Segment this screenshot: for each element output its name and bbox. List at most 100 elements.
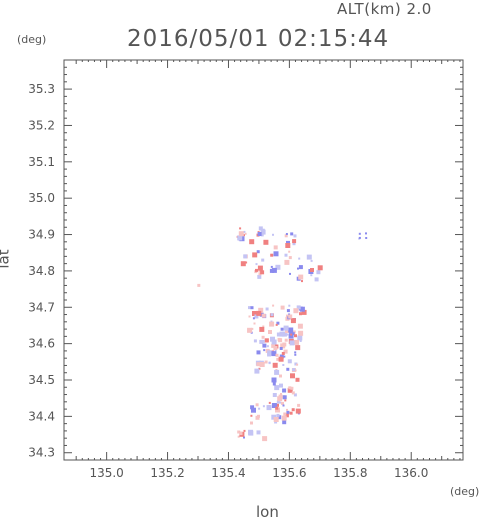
data-cell: [252, 311, 257, 316]
data-cell: [250, 405, 255, 410]
altitude-label: ALT(km) 2.0: [337, 0, 432, 18]
y-tick-label: 34.3: [28, 446, 55, 460]
data-cell: [284, 234, 288, 238]
data-cell: [273, 417, 279, 422]
axis-ticks: 135.0 135.2 135.4 135.6 135.8 136.0 34.3 34.4 34…: [28, 60, 463, 480]
data-cell: [259, 362, 265, 367]
data-cell: [272, 393, 277, 397]
data-cell: [296, 363, 299, 366]
data-cell: [310, 274, 313, 277]
data-cell: [267, 352, 272, 357]
data-cell: [261, 335, 265, 339]
data-cell: [297, 267, 299, 270]
data-cell: [288, 304, 291, 307]
data-cell: [251, 327, 254, 330]
data-cell: [260, 229, 266, 235]
data-cell: [281, 415, 287, 421]
data-cell: [251, 407, 256, 413]
data-cell: [262, 343, 267, 348]
data-cell: [248, 306, 251, 310]
data-cell: [237, 430, 241, 434]
data-cell: [243, 234, 245, 237]
data-cell: [284, 399, 287, 402]
data-cell: [279, 347, 283, 350]
data-cell: [290, 232, 294, 236]
data-cell: [250, 306, 254, 310]
data-cell: [263, 239, 269, 245]
data-cell: [294, 362, 298, 366]
x-tick-label: 135.4: [211, 466, 245, 480]
data-cell: [279, 331, 285, 337]
y-axis-unit: (deg): [17, 33, 47, 46]
data-cell: [259, 339, 264, 344]
data-cell: [273, 251, 279, 257]
data-cell: [283, 349, 288, 354]
data-cell: [279, 374, 282, 378]
data-cell: [266, 405, 272, 411]
data-cell: [243, 436, 245, 439]
data-cell: [248, 430, 254, 436]
data-cell: [272, 233, 274, 236]
data-cell: [273, 346, 278, 350]
data-cell: [271, 343, 276, 348]
data-cell: [261, 228, 265, 232]
y-tick-label: 35.3: [28, 82, 55, 96]
data-cell: [284, 259, 290, 265]
data-cell: [270, 265, 273, 268]
data-cell: [285, 233, 288, 235]
data-cell: [276, 321, 280, 325]
data-cell: [261, 339, 265, 343]
data-cell: [240, 261, 246, 267]
data-cell: [250, 414, 253, 417]
data-cell: [280, 393, 282, 395]
data-cell: [277, 337, 281, 341]
data-cell: [298, 265, 303, 270]
data-cell: [255, 263, 258, 266]
data-cell: [252, 252, 258, 258]
data-cell: [250, 421, 253, 425]
data-cell: [258, 272, 262, 276]
data-cell: [283, 355, 286, 358]
data-cell: [270, 336, 275, 342]
y-tick-label: 34.9: [28, 228, 55, 242]
data-cell: [288, 256, 292, 260]
data-cell: [287, 387, 293, 393]
y-tick-label: 35.0: [28, 191, 55, 205]
data-cell: [270, 313, 274, 317]
data-cell: [275, 353, 279, 357]
data-cell: [268, 401, 271, 404]
data-cell: [239, 227, 242, 230]
data-cell: [358, 236, 361, 239]
data-cell: [283, 325, 289, 331]
data-cell: [257, 265, 263, 271]
data-cell: [292, 239, 297, 244]
data-cell: [243, 254, 248, 259]
data-cell: [282, 395, 287, 400]
data-cells: [197, 226, 368, 442]
data-cell: [257, 274, 262, 279]
data-cell: [316, 270, 321, 275]
data-cell: [275, 264, 281, 270]
data-cell: [297, 323, 303, 329]
data-cell: [271, 267, 277, 273]
data-cell: [284, 413, 289, 418]
data-cell: [294, 334, 297, 338]
data-cell: [255, 268, 258, 272]
data-cell: [294, 369, 297, 372]
y-tick-label: 34.6: [28, 337, 55, 351]
data-cell: [258, 307, 264, 313]
data-cell: [265, 307, 269, 311]
data-cell: [276, 332, 281, 337]
data-cell: [276, 403, 279, 407]
x-tick-label: 136.0: [394, 466, 428, 480]
data-cell: [272, 362, 278, 368]
data-cell: [254, 368, 260, 374]
data-cell: [244, 232, 247, 235]
data-cell: [254, 314, 259, 319]
data-cell: [288, 314, 293, 319]
data-cell: [286, 309, 290, 313]
data-cell: [310, 268, 314, 272]
data-cell: [259, 312, 264, 317]
data-cell: [274, 385, 280, 391]
data-cell: [261, 258, 265, 262]
